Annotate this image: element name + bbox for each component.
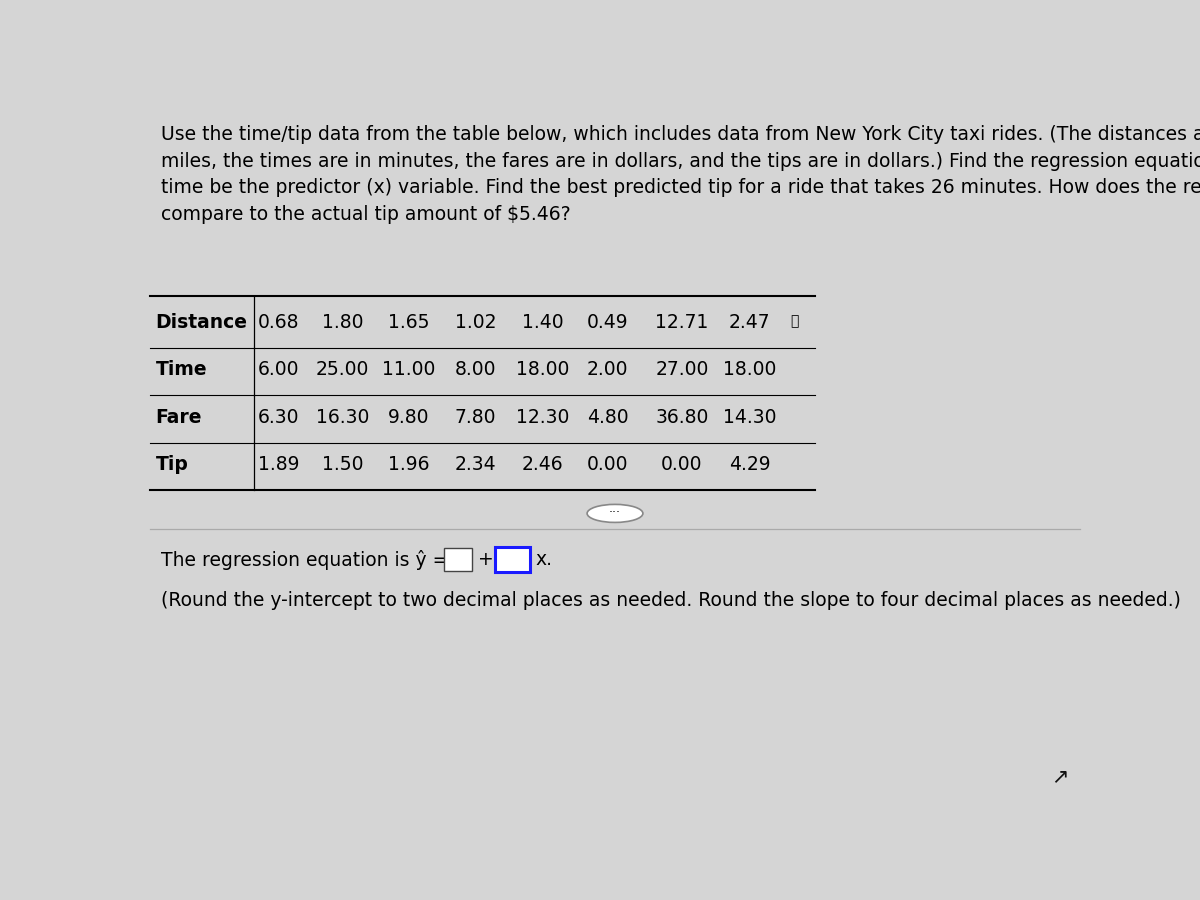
Text: 0.00: 0.00 xyxy=(587,454,629,473)
Text: 36.80: 36.80 xyxy=(655,408,709,427)
Text: 12.30: 12.30 xyxy=(516,408,569,427)
Text: 16.30: 16.30 xyxy=(316,408,370,427)
Text: The regression equation is ŷ =: The regression equation is ŷ = xyxy=(161,550,449,570)
Text: x.: x. xyxy=(536,550,553,570)
Text: 1.02: 1.02 xyxy=(455,313,497,332)
Text: 1.80: 1.80 xyxy=(322,313,364,332)
Text: 8.00: 8.00 xyxy=(455,361,497,380)
Text: 2.34: 2.34 xyxy=(455,454,497,473)
Text: 25.00: 25.00 xyxy=(316,361,370,380)
Text: 6.00: 6.00 xyxy=(258,361,299,380)
Text: 18.00: 18.00 xyxy=(516,361,569,380)
Text: 18.00: 18.00 xyxy=(724,361,776,380)
FancyBboxPatch shape xyxy=(496,547,530,572)
Text: 4.80: 4.80 xyxy=(587,408,629,427)
Text: ⧉: ⧉ xyxy=(790,314,798,328)
Text: 1.40: 1.40 xyxy=(522,313,563,332)
Text: 1.50: 1.50 xyxy=(322,454,364,473)
Text: 7.80: 7.80 xyxy=(455,408,497,427)
Text: Distance: Distance xyxy=(156,313,247,332)
Text: Fare: Fare xyxy=(156,408,202,427)
Text: 6.30: 6.30 xyxy=(258,408,299,427)
Text: 14.30: 14.30 xyxy=(724,408,776,427)
Ellipse shape xyxy=(587,504,643,522)
Text: (Round the y-intercept to two decimal places as needed. Round the slope to four : (Round the y-intercept to two decimal pl… xyxy=(161,590,1181,609)
Text: +: + xyxy=(479,550,494,570)
Text: 2.47: 2.47 xyxy=(730,313,770,332)
Text: 1.65: 1.65 xyxy=(388,313,430,332)
Text: 2.46: 2.46 xyxy=(522,454,563,473)
Text: Use the time/tip data from the table below, which includes data from New York Ci: Use the time/tip data from the table bel… xyxy=(161,125,1200,224)
Text: 2.00: 2.00 xyxy=(587,361,629,380)
Text: ···: ··· xyxy=(610,506,622,519)
Text: Time: Time xyxy=(156,361,208,380)
Text: 1.96: 1.96 xyxy=(388,454,430,473)
Text: 27.00: 27.00 xyxy=(655,361,709,380)
Text: 11.00: 11.00 xyxy=(382,361,436,380)
Text: 9.80: 9.80 xyxy=(388,408,430,427)
Text: Tip: Tip xyxy=(156,454,188,473)
Text: 0.49: 0.49 xyxy=(587,313,629,332)
FancyBboxPatch shape xyxy=(444,548,472,572)
Text: ↗: ↗ xyxy=(1051,766,1069,786)
Text: 1.89: 1.89 xyxy=(258,454,299,473)
Text: 0.00: 0.00 xyxy=(661,454,703,473)
Text: 0.68: 0.68 xyxy=(258,313,299,332)
Text: 4.29: 4.29 xyxy=(730,454,770,473)
Text: 12.71: 12.71 xyxy=(655,313,709,332)
